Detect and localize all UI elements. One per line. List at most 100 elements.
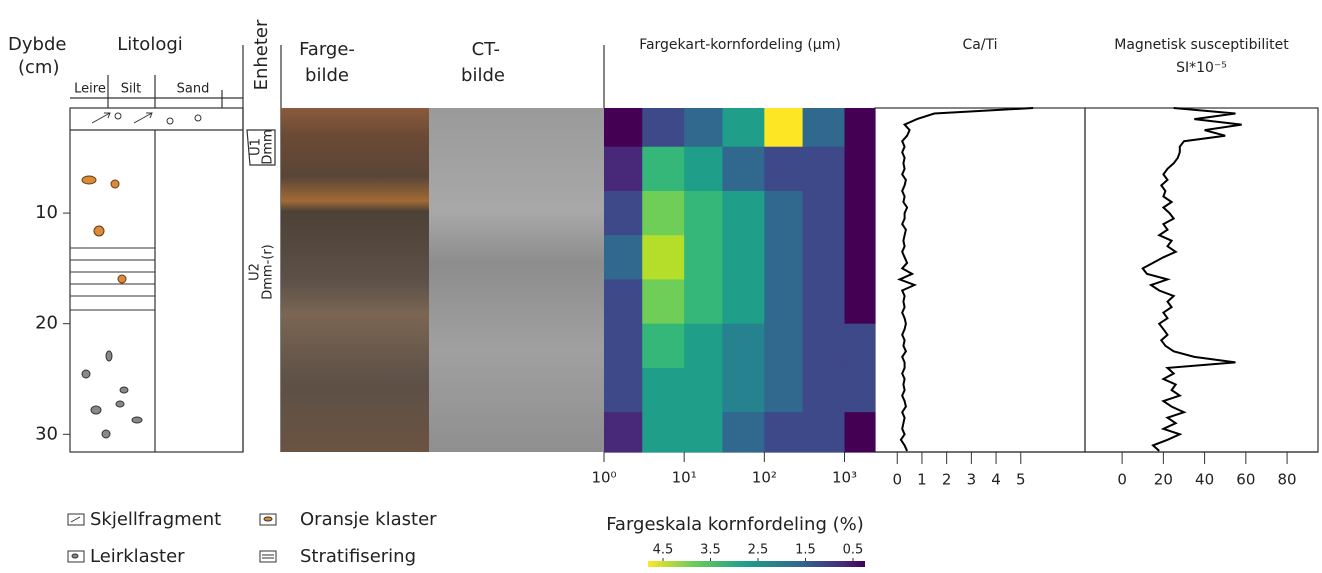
heat-cell: [764, 279, 804, 325]
lithology-column: [69, 75, 244, 453]
heat-cell: [722, 279, 765, 325]
grain-class: Sand: [177, 82, 210, 97]
y-tick-label: 30: [35, 423, 58, 444]
heat-cell: [844, 146, 876, 192]
x-tick-label: 3: [967, 471, 977, 489]
x-tick-label: 60: [1236, 471, 1255, 489]
heat-cell: [844, 108, 876, 148]
x-tick-label: 10¹: [672, 469, 697, 487]
heat-cell: [764, 323, 804, 369]
colorbar-tick-label: 1.5: [795, 543, 816, 558]
heat-cell: [802, 323, 846, 369]
panel-title: Ca/Ti: [962, 37, 997, 53]
grain-class: Silt: [121, 82, 142, 97]
heat-cell: [684, 279, 723, 325]
heat-cell: [802, 190, 846, 236]
unit-label: U1: [249, 138, 264, 156]
y-tick-label: 20: [35, 313, 58, 334]
heat-cell: [604, 235, 643, 280]
x-tick-label: 4: [991, 471, 1001, 489]
heat-cell: [722, 323, 765, 369]
heat-cell: [604, 190, 643, 236]
heat-cell: [802, 367, 846, 413]
grain-class: Leire: [74, 82, 106, 97]
unit-label: U2: [248, 263, 263, 281]
heat-cell: [642, 190, 685, 236]
depth-title: Dybde: [8, 34, 66, 55]
lithology-title: Litologi: [117, 34, 183, 55]
heat-cell: [604, 367, 643, 413]
colorbar-tick-label: 0.5: [843, 543, 864, 558]
heat-cell: [642, 235, 685, 280]
x-tick-label: 80: [1278, 471, 1297, 489]
heat-cell: [722, 190, 765, 236]
heat-cell: [764, 235, 804, 280]
colorbar-tick-label: 3.5: [700, 543, 721, 558]
legend-label: Stratifisering: [300, 546, 416, 567]
heat-cell: [642, 279, 685, 325]
units-title: Enheter: [251, 19, 272, 90]
heat-cell: [844, 412, 876, 453]
unit-label: Dmm-(r): [261, 244, 276, 300]
color-image: [281, 108, 429, 452]
unit-label: Dmm: [261, 129, 276, 164]
x-tick-label: 40: [1195, 471, 1214, 489]
data-line: [1141, 107, 1242, 452]
panel-title: Fargekart-kornfordeling (µm): [639, 37, 841, 53]
heat-cell: [764, 412, 804, 453]
heat-cell: [604, 412, 643, 453]
heat-cell: [764, 367, 804, 413]
heat-cell: [604, 108, 643, 148]
heat-cell: [802, 279, 846, 325]
x-tick-label: 10²: [752, 469, 777, 487]
heat-cell: [642, 412, 685, 453]
heat-cell: [684, 235, 723, 280]
heat-cell: [844, 323, 876, 369]
legend-label: Oransje klaster: [300, 509, 437, 530]
panel-title: SI*10⁻⁵: [1176, 60, 1227, 76]
x-tick-label: 20: [1154, 471, 1173, 489]
heat-cell: [764, 146, 804, 192]
heat-cell: [844, 190, 876, 236]
heat-cell: [684, 190, 723, 236]
heat-cell: [802, 108, 846, 148]
heat-cell: [722, 235, 765, 280]
heat-cell: [802, 235, 846, 280]
heat-cell: [722, 367, 765, 413]
image-title: bilde: [461, 65, 505, 86]
data-line: [897, 107, 1034, 452]
heat-cell: [684, 412, 723, 453]
x-tick-label: 10³: [832, 469, 857, 487]
heat-cell: [722, 108, 765, 148]
mag-frame: [1084, 107, 1319, 453]
x-tick-label: 5: [1016, 471, 1026, 489]
heat-cell: [642, 108, 685, 148]
heat-cell: [844, 235, 876, 280]
panel-title: Magnetisk susceptibilitet: [1114, 37, 1289, 53]
heat-cell: [684, 108, 723, 148]
x-tick-label: 0: [892, 471, 902, 489]
heat-cell: [604, 323, 643, 369]
heat-cell: [684, 323, 723, 369]
heat-cell: [844, 367, 876, 413]
heat-cell: [764, 108, 804, 148]
heat-cell: [764, 190, 804, 236]
ct-image: [429, 108, 604, 452]
x-tick-label: 2: [942, 471, 952, 489]
heat-cell: [604, 146, 643, 192]
image-title: Farge-: [299, 39, 355, 60]
heat-cell: [844, 279, 876, 325]
heat-cell: [684, 367, 723, 413]
heat-cell: [604, 279, 643, 325]
heat-cell: [684, 146, 723, 192]
colorbar: [648, 561, 865, 567]
colorbar-tick-label: 4.5: [653, 543, 674, 558]
heat-cell: [642, 323, 685, 369]
heat-cell: [722, 412, 765, 453]
x-tick-label: 0: [1117, 471, 1127, 489]
image-title: bilde: [305, 65, 349, 86]
colorbar-title: Fargeskala kornfordeling (%): [606, 514, 864, 535]
image-title: CT-: [472, 39, 500, 60]
depth-title: (cm): [18, 57, 59, 78]
y-tick-label: 10: [35, 202, 58, 223]
